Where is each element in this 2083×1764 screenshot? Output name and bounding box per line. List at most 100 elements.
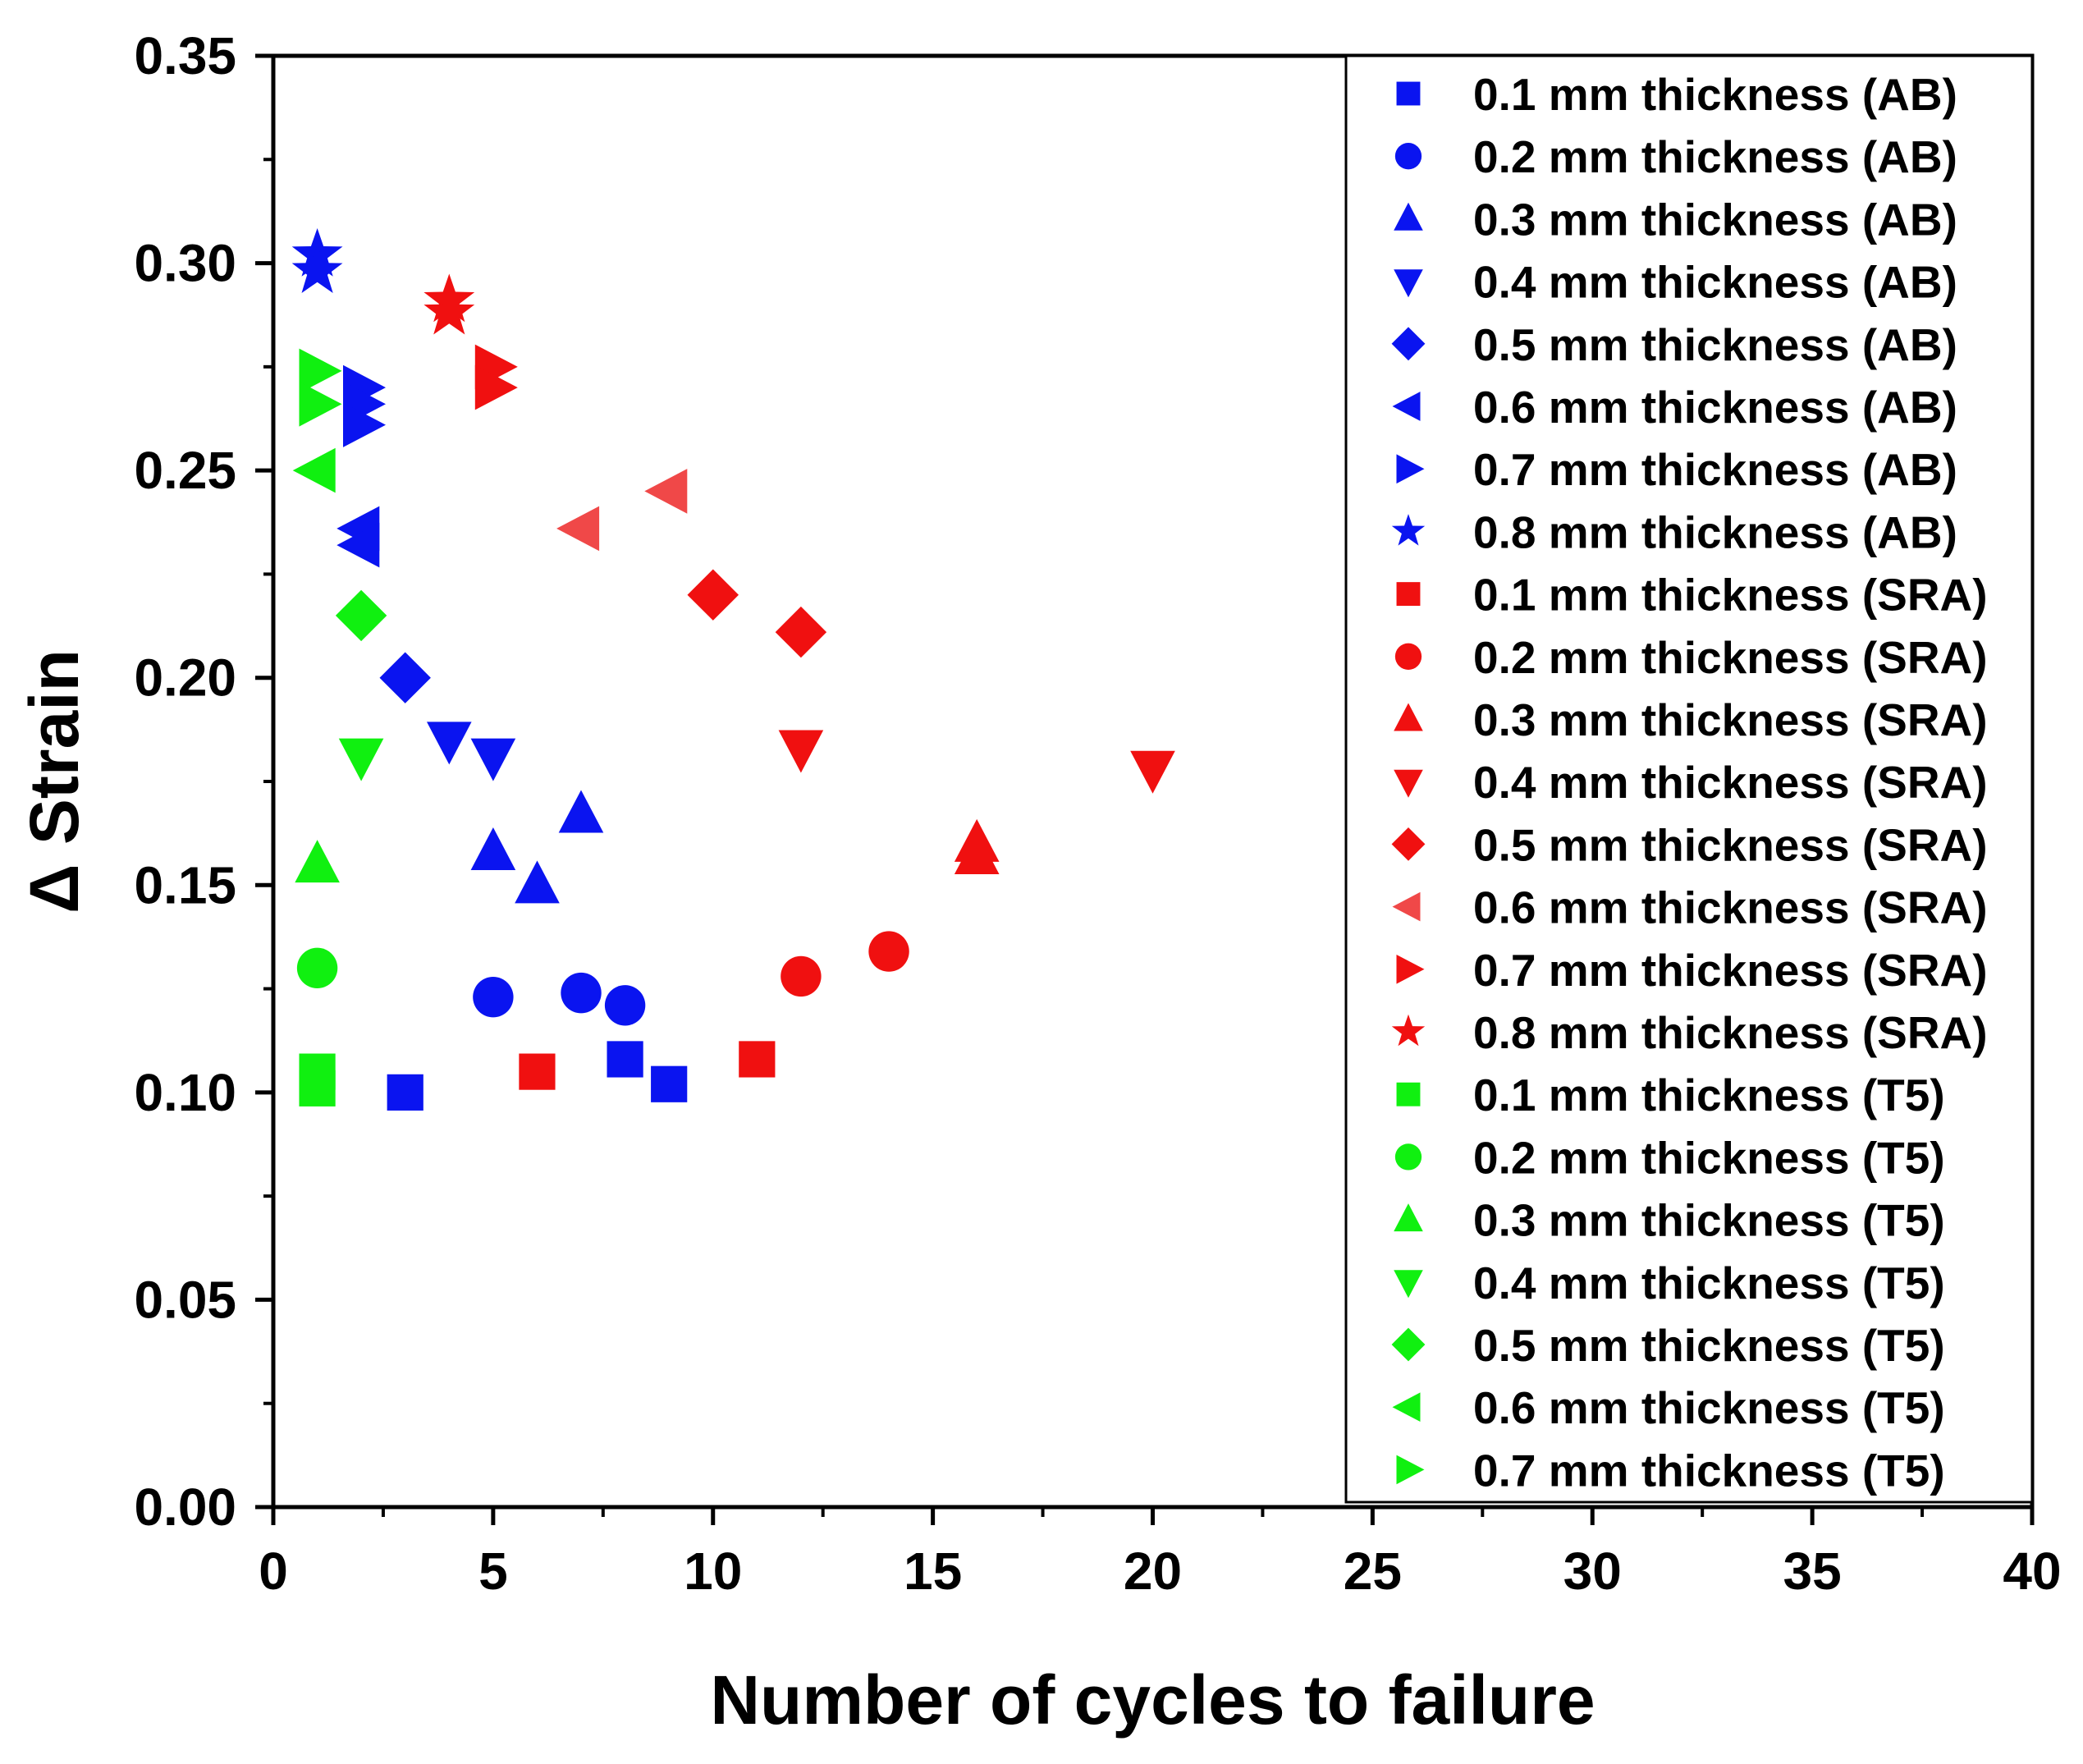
legend-label: 0.7 mm thickness (AB) (1473, 444, 1957, 495)
data-point-sra-triangle-left (644, 469, 688, 514)
legend-marker-square (1396, 81, 1421, 106)
legend-label: 0.1 mm thickness (SRA) (1473, 570, 1988, 621)
legend-label: 0.6 mm thickness (T5) (1473, 1382, 1945, 1433)
legend-marker-circle (1394, 143, 1422, 170)
x-tick-label: 5 (478, 1542, 508, 1601)
x-tick-label: 30 (1563, 1542, 1622, 1601)
legend-label: 0.3 mm thickness (AB) (1473, 194, 1957, 245)
legend-label: 0.3 mm thickness (SRA) (1473, 694, 1988, 745)
data-point-sra-triangle-right (474, 364, 518, 410)
legend-marker-diamond (1391, 827, 1426, 861)
legend-marker-square (1396, 582, 1421, 607)
legend-marker-diamond (1391, 327, 1426, 361)
data-point-sra-circle (868, 931, 909, 972)
legend-marker-triangle-down (1394, 1270, 1423, 1299)
data-point-ab-circle (604, 985, 646, 1026)
data-point-sra-circle (781, 955, 822, 997)
legend-label: 0.2 mm thickness (AB) (1473, 131, 1957, 182)
data-point-ab-triangle-down (427, 722, 472, 765)
data-point-ab-triangle-up (558, 790, 604, 833)
legend-label: 0.7 mm thickness (SRA) (1473, 945, 1988, 996)
data-markers (291, 228, 1175, 1111)
data-point-ab-triangle-up (515, 860, 560, 904)
legend: 0.1 mm thickness (AB) 0.2 mm thickness (A… (1344, 54, 2034, 1504)
legend-label: 0.2 mm thickness (SRA) (1473, 632, 1988, 683)
data-point-ab-triangle-right (343, 402, 386, 447)
legend-label: 0.6 mm thickness (AB) (1473, 382, 1957, 433)
legend-label: 0.4 mm thickness (AB) (1473, 257, 1957, 308)
data-point-t5-circle (296, 947, 338, 989)
y-tick-label: 0.25 (134, 441, 236, 500)
data-point-t5-square (299, 1070, 336, 1107)
legend-label: 0.5 mm thickness (AB) (1473, 319, 1957, 370)
x-tick-label: 25 (1344, 1542, 1402, 1601)
data-point-ab-circle (561, 972, 602, 1014)
legend-label: 0.1 mm thickness (AB) (1473, 69, 1957, 120)
data-point-sra-triangle-down (778, 730, 824, 773)
data-point-sra-triangle-down (1130, 750, 1175, 794)
legend-marker-triangle-up (1394, 703, 1423, 731)
legend-marker-star (1391, 1014, 1426, 1047)
legend-marker-triangle-down (1394, 269, 1423, 298)
y-tick-label: 0.20 (134, 648, 236, 708)
data-point-ab-diamond (379, 652, 431, 703)
legend-label: 0.8 mm thickness (AB) (1473, 506, 1957, 557)
legend-marker-triangle-right (1396, 955, 1425, 984)
data-point-sra-triangle-up (954, 832, 1000, 874)
y-tick-label: 0.15 (134, 855, 236, 914)
y-tick-label: 0.10 (134, 1063, 236, 1122)
data-point-sra-square (519, 1053, 556, 1090)
legend-marker-star (1391, 514, 1426, 546)
data-point-ab-circle (473, 976, 514, 1018)
legend-label: 0.7 mm thickness (T5) (1473, 1445, 1945, 1496)
data-point-ab-square (387, 1074, 423, 1111)
legend-marker-circle (1394, 643, 1422, 670)
data-point-t5-triangle-down (338, 738, 384, 781)
legend-label: 0.5 mm thickness (T5) (1473, 1320, 1945, 1371)
data-point-t5-triangle-right (299, 382, 342, 427)
legend-label: 0.5 mm thickness (SRA) (1473, 819, 1988, 870)
x-tick-label: 0 (259, 1542, 288, 1601)
legend-label: 0.4 mm thickness (T5) (1473, 1258, 1945, 1308)
data-point-ab-square (651, 1065, 688, 1102)
data-point-sra-diamond (775, 606, 827, 658)
legend-marker-triangle-right (1396, 1455, 1425, 1485)
legend-marker-square (1396, 1082, 1421, 1107)
legend-marker-triangle-left (1392, 891, 1421, 922)
legend-marker-triangle-right (1396, 454, 1425, 484)
x-tick-label: 20 (1124, 1542, 1182, 1601)
legend-marker-circle (1394, 1143, 1422, 1171)
data-point-sra-triangle-left (556, 506, 600, 552)
data-point-ab-square (607, 1041, 643, 1078)
legend-marker-triangle-up (1394, 1203, 1423, 1232)
legend-label: 0.6 mm thickness (SRA) (1473, 882, 1988, 933)
legend-marker-triangle-down (1394, 769, 1423, 798)
data-point-sra-star (423, 286, 475, 335)
data-point-t5-triangle-right (299, 348, 342, 394)
legend-marker-triangle-left (1392, 392, 1421, 421)
data-point-t5-triangle-up (295, 840, 340, 883)
data-point-sra-diamond (687, 569, 739, 621)
legend-label: 0.2 mm thickness (T5) (1473, 1132, 1945, 1183)
x-tick-label: 40 (2003, 1542, 2061, 1601)
legend-label: 0.8 mm thickness (SRA) (1473, 1007, 1988, 1058)
y-tick-label: 0.35 (134, 26, 236, 85)
data-point-ab-triangle-up (470, 827, 516, 870)
legend-label: 0.3 mm thickness (T5) (1473, 1195, 1945, 1246)
data-point-ab-triangle-down (470, 738, 516, 781)
legend-marker-triangle-left (1392, 1392, 1421, 1422)
x-axis-title: Number of cycles to failure (710, 1661, 1595, 1739)
data-point-ab-star (291, 245, 343, 293)
y-tick-label: 0.00 (134, 1478, 236, 1537)
y-tick-label: 0.05 (134, 1270, 236, 1329)
data-point-t5-diamond (335, 589, 387, 642)
legend-box (1344, 54, 2034, 1504)
x-axis: 0 5 10 15 20 25 30 35 40 (259, 1507, 2062, 1601)
x-tick-label: 10 (684, 1542, 742, 1601)
y-axis-title: Δ Strain (16, 649, 93, 914)
x-tick-label: 15 (904, 1542, 962, 1601)
legend-label: 0.4 mm thickness (SRA) (1473, 757, 1988, 808)
legend-marker-diamond (1391, 1327, 1426, 1362)
x-tick-label: 35 (1783, 1542, 1842, 1601)
